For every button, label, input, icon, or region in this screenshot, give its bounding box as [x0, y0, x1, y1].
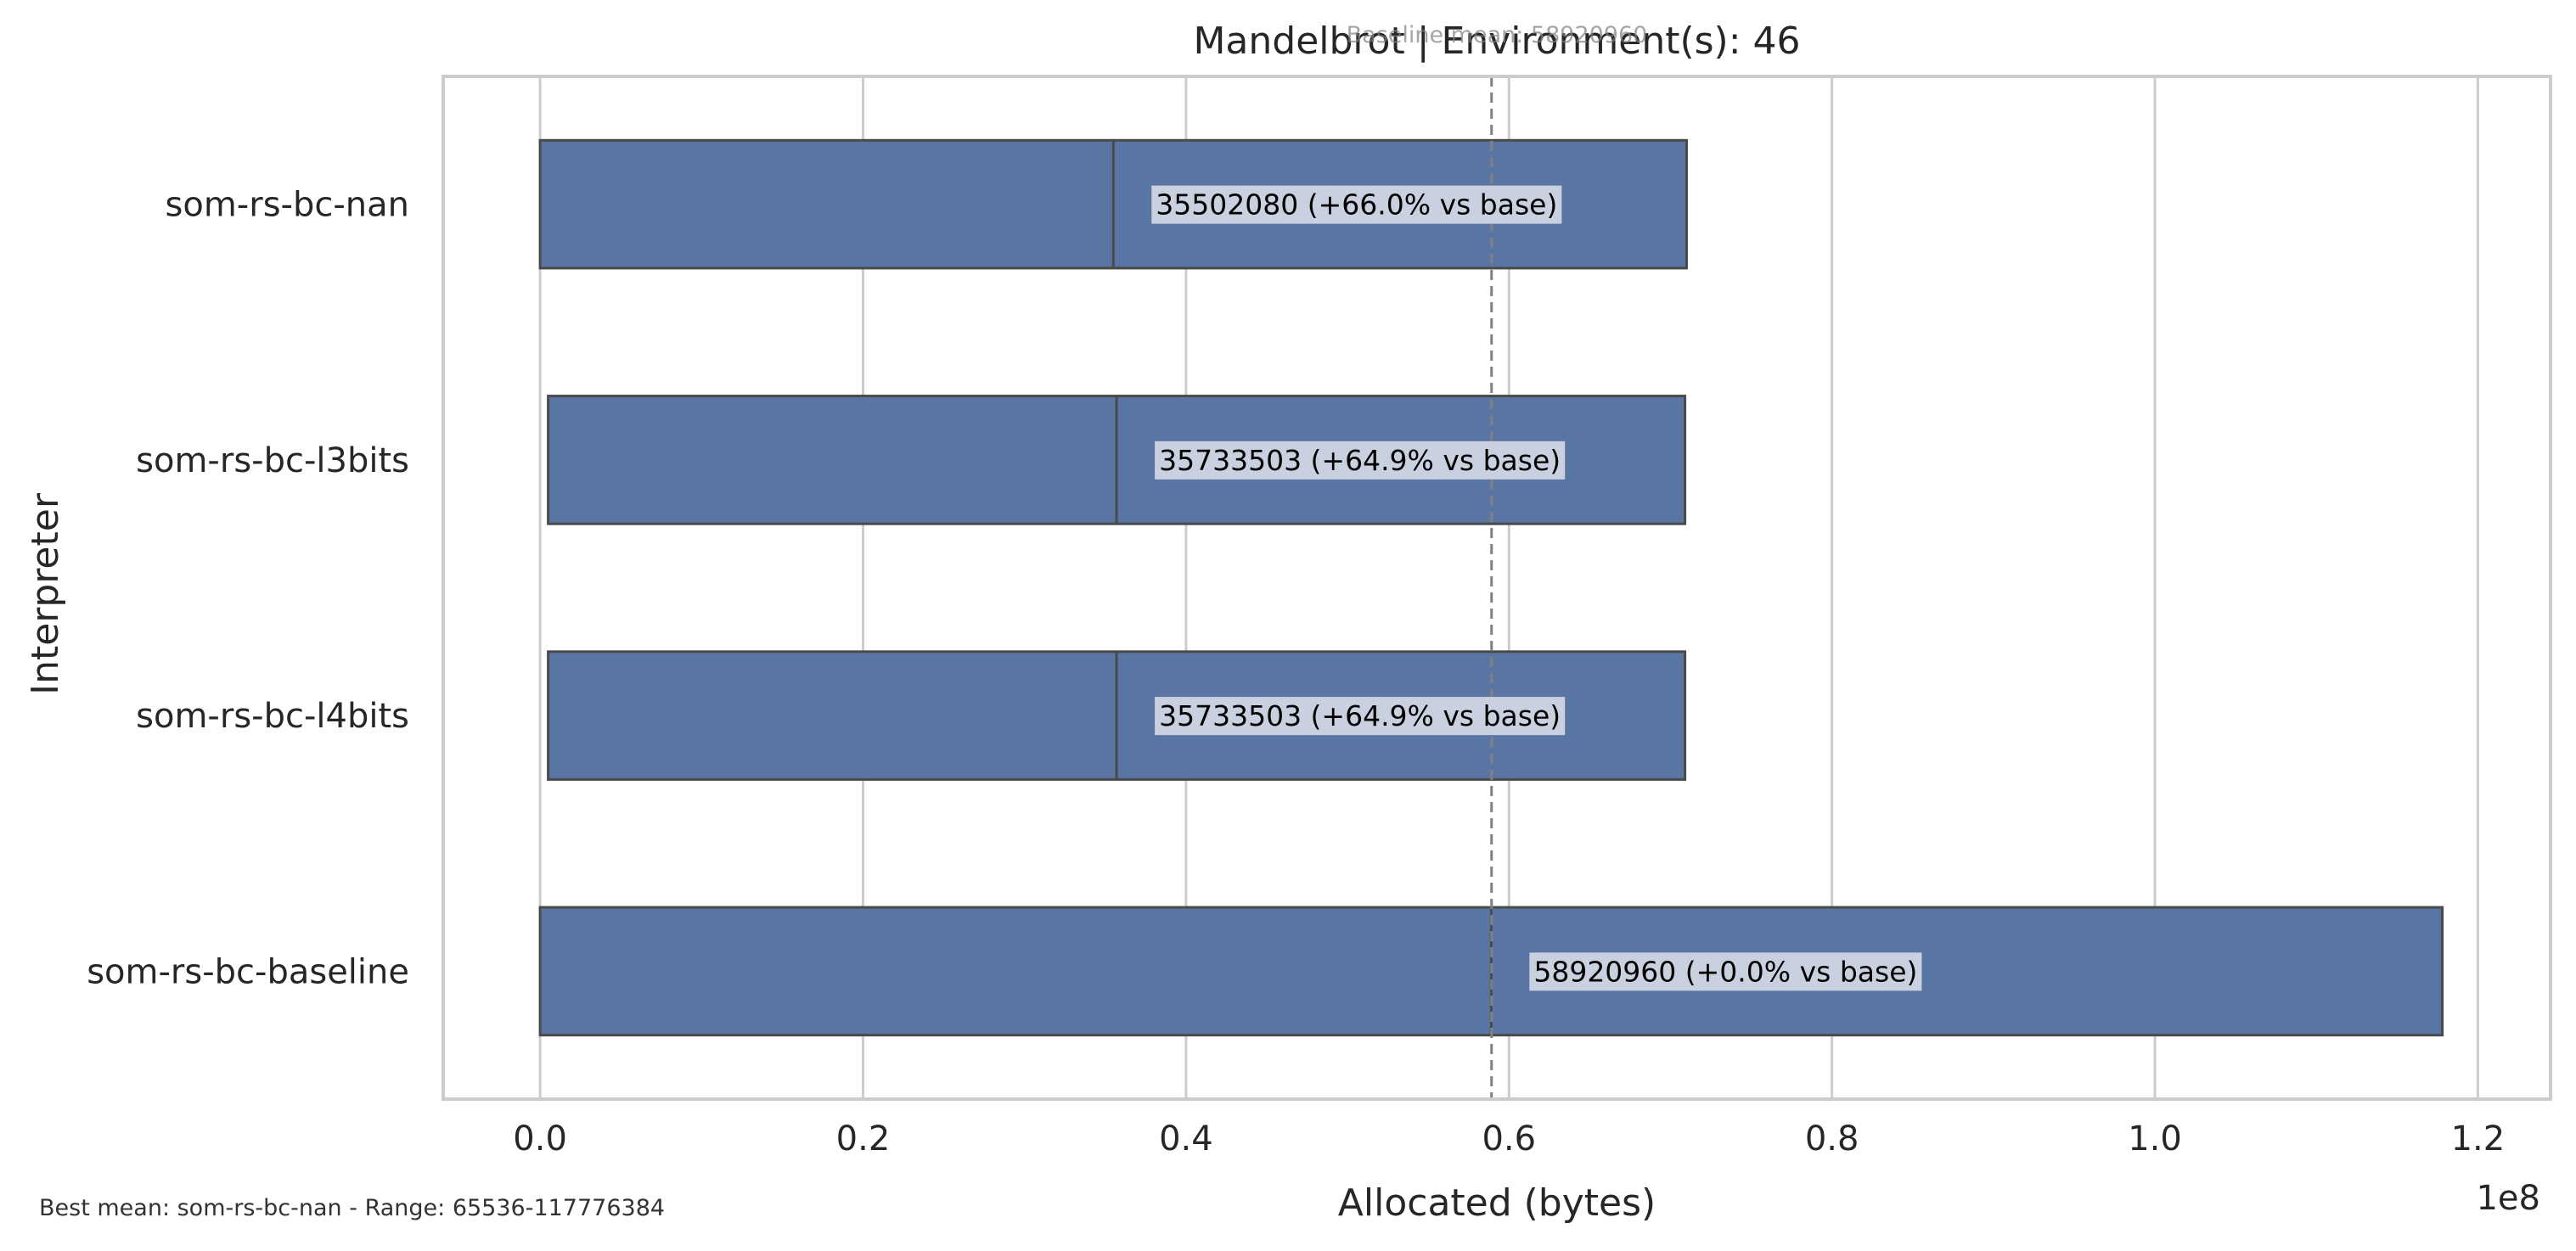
- x-tick-label: 0.6: [1482, 1119, 1536, 1158]
- mean-label: 35733503 (+64.9% vs base): [1159, 444, 1561, 477]
- x-axis-offset-label: 1e8: [2476, 1179, 2540, 1218]
- x-tick-label: 0.0: [513, 1119, 567, 1158]
- mean-label-background: [1529, 952, 1922, 991]
- x-tick-label: 0.4: [1159, 1119, 1213, 1158]
- x-tick-label: 1.2: [2451, 1119, 2506, 1158]
- x-axis-ticks: 0.0 0.2 0.4 0.6 0.8 1.0 1.2: [513, 1119, 2505, 1158]
- mean-label: 35733503 (+64.9% vs base): [1159, 699, 1561, 732]
- mean-label-background: [1155, 440, 1566, 480]
- chart-title: Mandelbrot | Environment(s): 46: [1193, 20, 1800, 63]
- x-tick-label: 1.0: [2128, 1119, 2182, 1158]
- x-tick-label: 0.8: [1805, 1119, 1859, 1158]
- footer-note: Best mean: som-rs-bc-nan - Range: 65536-…: [39, 1195, 666, 1221]
- mean-label-background: [1155, 697, 1566, 736]
- y-tick-label: som-rs-bc-nan: [166, 186, 409, 225]
- y-tick-label: som-rs-bc-baseline: [87, 952, 409, 991]
- mean-labels: 35502080 (+66.0% vs base) 35733503 (+64.9…: [1151, 185, 1922, 991]
- y-tick-label: som-rs-bc-l3bits: [136, 441, 409, 480]
- x-axis-label: Allocated (bytes): [1338, 1181, 1656, 1225]
- y-axis-ticks: som-rs-bc-nan som-rs-bc-l3bits som-rs-bc-l…: [87, 186, 409, 992]
- plot-frame: [442, 75, 2552, 1101]
- mean-label-background: [1151, 185, 1562, 224]
- baseline-mean-label: Baseline mean: 58920960: [1347, 22, 1648, 48]
- mean-label: 35502080 (+66.0% vs base): [1156, 188, 1557, 222]
- y-tick-label: som-rs-bc-l4bits: [136, 697, 409, 736]
- mean-label: 58920960 (+0.0% vs base): [1533, 955, 1917, 988]
- y-axis-label: Interpreter: [24, 492, 67, 695]
- x-tick-label: 0.2: [836, 1119, 891, 1158]
